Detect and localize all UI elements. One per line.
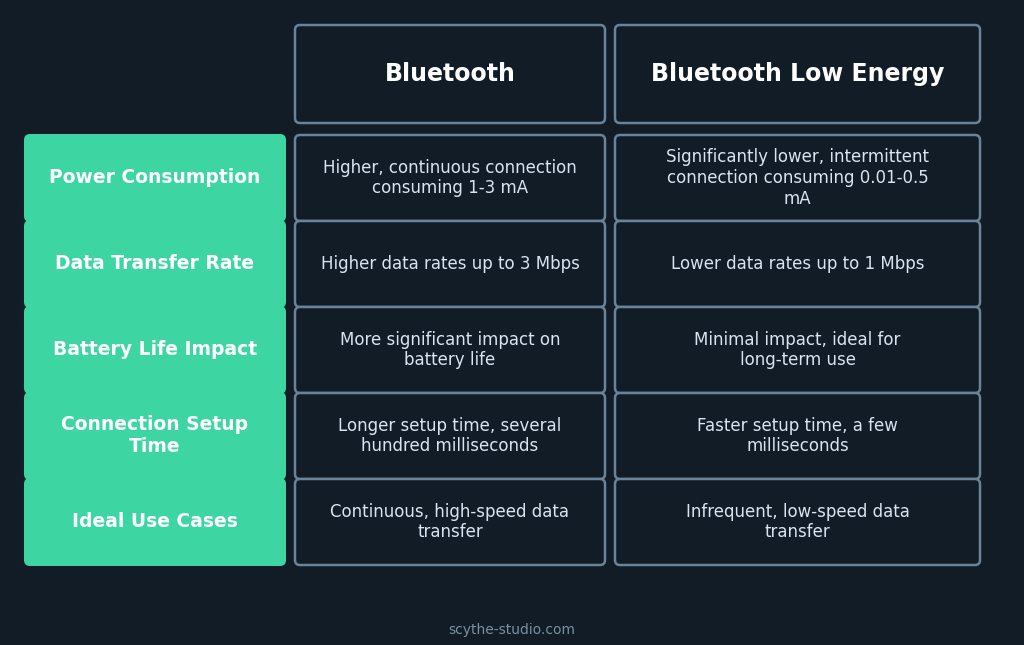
- Text: Ideal Use Cases: Ideal Use Cases: [72, 513, 238, 531]
- Text: Connection Setup
Time: Connection Setup Time: [61, 415, 249, 457]
- FancyBboxPatch shape: [615, 135, 980, 221]
- FancyBboxPatch shape: [615, 25, 980, 123]
- Text: Battery Life Impact: Battery Life Impact: [53, 341, 257, 359]
- FancyBboxPatch shape: [24, 220, 286, 308]
- Text: scythe-studio.com: scythe-studio.com: [449, 623, 575, 637]
- Text: More significant impact on
battery life: More significant impact on battery life: [340, 331, 560, 370]
- FancyBboxPatch shape: [615, 221, 980, 307]
- FancyBboxPatch shape: [615, 393, 980, 479]
- FancyBboxPatch shape: [295, 479, 605, 565]
- Text: Bluetooth Low Energy: Bluetooth Low Energy: [651, 62, 944, 86]
- Text: Minimal impact, ideal for
long-term use: Minimal impact, ideal for long-term use: [694, 331, 901, 370]
- Text: Data Transfer Rate: Data Transfer Rate: [55, 255, 255, 273]
- Text: Significantly lower, intermittent
connection consuming 0.01-0.5
mA: Significantly lower, intermittent connec…: [666, 148, 929, 208]
- Text: Continuous, high-speed data
transfer: Continuous, high-speed data transfer: [331, 502, 569, 541]
- FancyBboxPatch shape: [295, 393, 605, 479]
- FancyBboxPatch shape: [615, 479, 980, 565]
- FancyBboxPatch shape: [24, 306, 286, 394]
- Text: Power Consumption: Power Consumption: [49, 168, 261, 188]
- FancyBboxPatch shape: [24, 392, 286, 480]
- FancyBboxPatch shape: [24, 134, 286, 222]
- Text: Longer setup time, several
hundred milliseconds: Longer setup time, several hundred milli…: [338, 417, 561, 455]
- Text: Infrequent, low-speed data
transfer: Infrequent, low-speed data transfer: [685, 502, 909, 541]
- Text: Bluetooth: Bluetooth: [385, 62, 515, 86]
- Text: Faster setup time, a few
milliseconds: Faster setup time, a few milliseconds: [697, 417, 898, 455]
- FancyBboxPatch shape: [615, 307, 980, 393]
- Text: Higher data rates up to 3 Mbps: Higher data rates up to 3 Mbps: [321, 255, 580, 273]
- FancyBboxPatch shape: [295, 135, 605, 221]
- FancyBboxPatch shape: [295, 25, 605, 123]
- FancyBboxPatch shape: [295, 307, 605, 393]
- FancyBboxPatch shape: [24, 478, 286, 566]
- Text: Higher, continuous connection
consuming 1-3 mA: Higher, continuous connection consuming …: [324, 159, 577, 197]
- Text: Lower data rates up to 1 Mbps: Lower data rates up to 1 Mbps: [671, 255, 925, 273]
- FancyBboxPatch shape: [295, 221, 605, 307]
